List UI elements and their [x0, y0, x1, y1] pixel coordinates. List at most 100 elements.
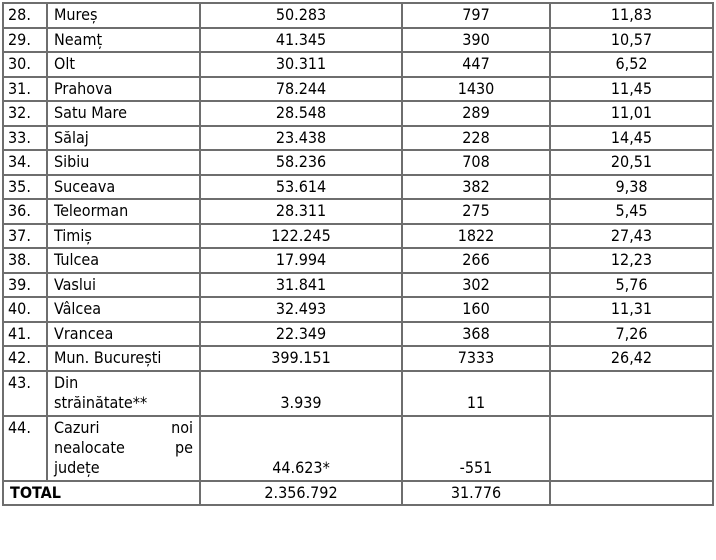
word: noi: [171, 417, 193, 437]
table-row: 37. Timiș 122.245 1822 27,43: [2, 222, 714, 249]
cases-cell: 399.151: [199, 345, 403, 372]
row-number: 31.: [2, 75, 48, 102]
row-number: 37.: [2, 222, 48, 249]
county-name: Suceava: [46, 173, 201, 200]
table-row: 33. Sălaj 23.438 228 14,45: [2, 124, 714, 151]
row-number: 35.: [2, 173, 48, 200]
new-cases-cell: 228: [401, 124, 551, 151]
cases-cell: 3.939: [199, 369, 403, 417]
rate-cell: 11,31: [549, 296, 714, 323]
row-number: 38.: [2, 247, 48, 274]
cases-cell: 17.994: [199, 247, 403, 274]
cases-cell: 30.311: [199, 51, 403, 78]
row-number: 40.: [2, 296, 48, 323]
cases-cell: 58.236: [199, 149, 403, 176]
word: Cazuri: [54, 417, 100, 437]
word: pe: [175, 437, 193, 457]
new-cases-cell: 11: [401, 369, 551, 417]
row-number: 33.: [2, 124, 48, 151]
new-cases-cell: 289: [401, 100, 551, 127]
rate-cell: 9,38: [549, 173, 714, 200]
rate-cell: 14,45: [549, 124, 714, 151]
table-row: 28. Mureș 50.283 797 11,83: [2, 2, 714, 29]
rate-cell: 6,52: [549, 51, 714, 78]
cases-cell: 28.548: [199, 100, 403, 127]
table-row: 41. Vrancea 22.349 368 7,26: [2, 320, 714, 347]
county-name: Sibiu: [46, 149, 201, 176]
county-name: Teleorman: [46, 198, 201, 225]
county-name: Vrancea: [46, 320, 201, 347]
rate-cell: 5,76: [549, 271, 714, 298]
new-cases-cell: 160: [401, 296, 551, 323]
total-label: TOTAL: [2, 479, 201, 506]
table-row-total: TOTAL 2.356.792 31.776: [2, 479, 714, 506]
county-name: Mun. București: [46, 345, 201, 372]
table-row-abroad: 43. Din străinătate** 3.939 11: [2, 369, 714, 417]
row-number: 29.: [2, 26, 48, 53]
new-cases-cell: 1822: [401, 222, 551, 249]
new-cases-cell: 708: [401, 149, 551, 176]
cases-cell: 53.614: [199, 173, 403, 200]
name-line: nealocate pe: [54, 438, 193, 458]
cases-cell: 44.623*: [199, 414, 403, 482]
rate-cell: [549, 414, 714, 482]
new-cases-cell: 382: [401, 173, 551, 200]
rate-cell: 26,42: [549, 345, 714, 372]
table-row: 31. Prahova 78.244 1430 11,45: [2, 75, 714, 102]
new-cases-cell: 447: [401, 51, 551, 78]
table-row: 30. Olt 30.311 447 6,52: [2, 51, 714, 78]
rate-cell: [549, 479, 714, 506]
new-cases-cell: 302: [401, 271, 551, 298]
rate-cell: 20,51: [549, 149, 714, 176]
county-name: Olt: [46, 51, 201, 78]
rate-cell: 5,45: [549, 198, 714, 225]
word: nealocate: [54, 437, 125, 457]
row-number: 42.: [2, 345, 48, 372]
name-line: Cazuri noi: [54, 418, 193, 438]
county-name: Din străinătate**: [46, 369, 201, 417]
row-number: 34.: [2, 149, 48, 176]
county-cases-table: 28. Mureș 50.283 797 11,83 29. Neamț 41.345 390 1…: [2, 2, 714, 506]
county-name: Satu Mare: [46, 100, 201, 127]
county-name: Vaslui: [46, 271, 201, 298]
rate-cell: 11,45: [549, 75, 714, 102]
new-cases-cell: 275: [401, 198, 551, 225]
county-name: Cazuri noi nealocate pe județe: [46, 414, 201, 482]
rate-cell: 27,43: [549, 222, 714, 249]
county-name: Timiș: [46, 222, 201, 249]
row-number: 41.: [2, 320, 48, 347]
county-name: Neamț: [46, 26, 201, 53]
cases-cell: 50.283: [199, 2, 403, 29]
cases-cell: 31.841: [199, 271, 403, 298]
cases-cell: 122.245: [199, 222, 403, 249]
county-name: Vâlcea: [46, 296, 201, 323]
new-cases-cell: 797: [401, 2, 551, 29]
county-name: Tulcea: [46, 247, 201, 274]
rate-cell: 11,01: [549, 100, 714, 127]
row-number: 43.: [2, 369, 48, 417]
name-line: județe: [54, 457, 100, 477]
new-cases-cell: 390: [401, 26, 551, 53]
row-number: 28.: [2, 2, 48, 29]
table-row: 42. Mun. București 399.151 7333 26,42: [2, 345, 714, 372]
row-number: 30.: [2, 51, 48, 78]
cases-cell: 32.493: [199, 296, 403, 323]
rate-cell: 7,26: [549, 320, 714, 347]
county-name: Sălaj: [46, 124, 201, 151]
cases-cell: 22.349: [199, 320, 403, 347]
table-row: 29. Neamț 41.345 390 10,57: [2, 26, 714, 53]
cases-cell: 23.438: [199, 124, 403, 151]
county-name: Mureș: [46, 2, 201, 29]
name-line: străinătate**: [54, 392, 148, 412]
table-row: 36. Teleorman 28.311 275 5,45: [2, 198, 714, 225]
table-row: 40. Vâlcea 32.493 160 11,31: [2, 296, 714, 323]
table-row: 34. Sibiu 58.236 708 20,51: [2, 149, 714, 176]
total-new-cases: 31.776: [401, 479, 551, 506]
table-row: 38. Tulcea 17.994 266 12,23: [2, 247, 714, 274]
new-cases-cell: 1430: [401, 75, 551, 102]
row-number: 36.: [2, 198, 48, 225]
rate-cell: 11,83: [549, 2, 714, 29]
total-cases: 2.356.792: [199, 479, 403, 506]
rate-cell: 12,23: [549, 247, 714, 274]
county-name: Prahova: [46, 75, 201, 102]
